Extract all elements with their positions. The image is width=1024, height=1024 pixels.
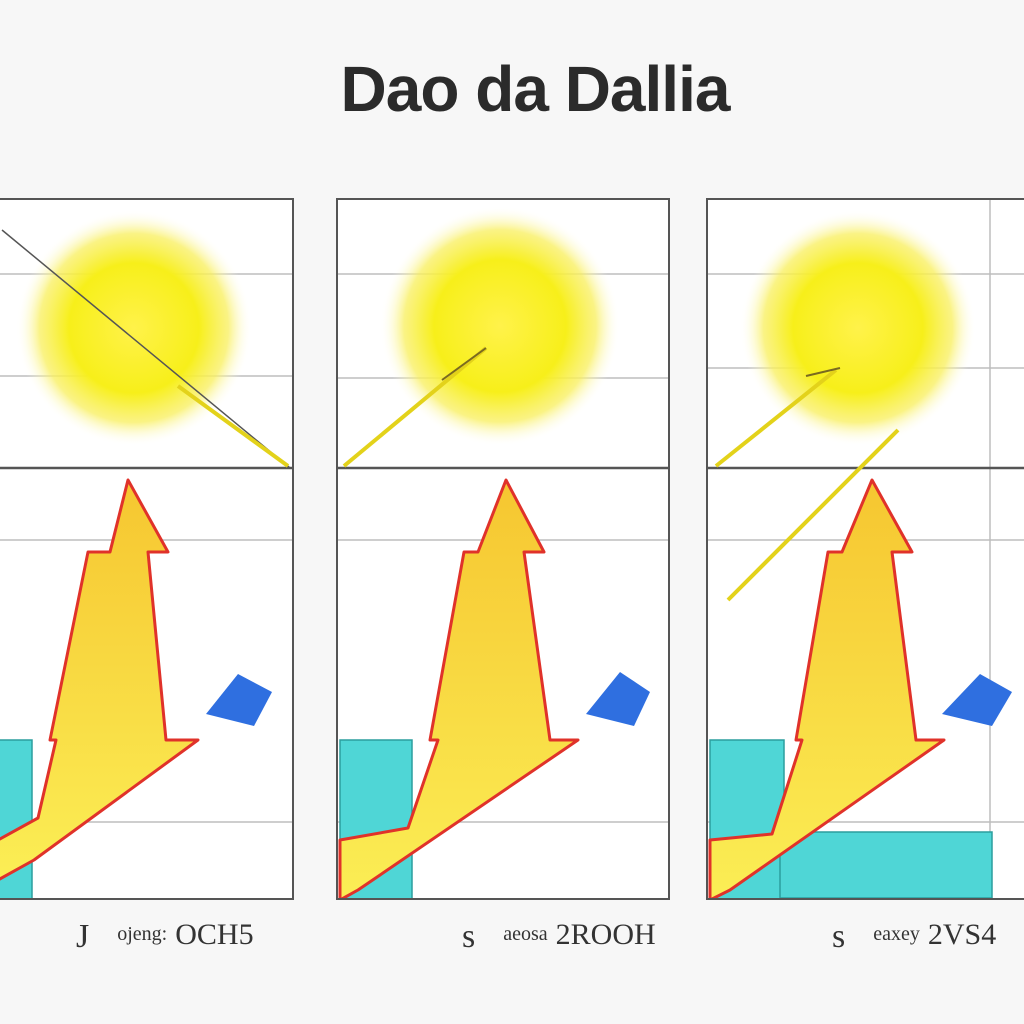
blue-marker-icon	[586, 672, 650, 726]
caption-mark: s	[832, 918, 846, 955]
caption-big-text: 2VS4	[927, 918, 997, 951]
illustration-panel-3	[706, 198, 1024, 900]
caption-small-text: aeosa	[503, 923, 548, 945]
blue-marker-icon	[206, 674, 272, 726]
caption-small-text: eaxey	[873, 923, 920, 945]
caption-small-text: ojeng:	[117, 923, 168, 945]
caption-mark: s	[462, 918, 476, 955]
caption-mark: J	[76, 918, 90, 955]
panel-3-caption: s eaxey 2VS4	[832, 918, 996, 958]
page-title: Dao da Dallia	[340, 53, 731, 125]
up-arrow-icon	[338, 478, 580, 898]
sun-icon	[740, 210, 976, 446]
sun-ray	[342, 346, 488, 468]
illustration-panel-2	[336, 198, 670, 900]
panel-2-drawing	[338, 206, 668, 898]
blue-marker-icon	[942, 674, 1012, 726]
up-arrow-icon	[708, 478, 946, 898]
ray-tip	[441, 347, 487, 381]
panel-3-drawing	[708, 200, 1024, 898]
diagonal-line	[1, 229, 291, 469]
ray-tip	[805, 367, 841, 377]
panel-1-drawing	[0, 210, 292, 898]
up-arrow-icon	[0, 478, 200, 881]
panel-1-caption: J ojeng: OCH5	[76, 918, 254, 958]
caption-big-text: OCH5	[175, 918, 254, 951]
teal-bar	[779, 831, 993, 898]
sun-icon	[16, 210, 252, 446]
sun-ray-long	[726, 428, 900, 602]
sun-icon	[380, 206, 620, 446]
illustration-panel-1	[0, 198, 294, 900]
panel-2-caption: s aeosa 2ROOH	[462, 918, 656, 958]
sun-ray	[714, 368, 838, 468]
sun-ray	[176, 384, 290, 468]
caption-big-text: 2ROOH	[555, 918, 656, 951]
